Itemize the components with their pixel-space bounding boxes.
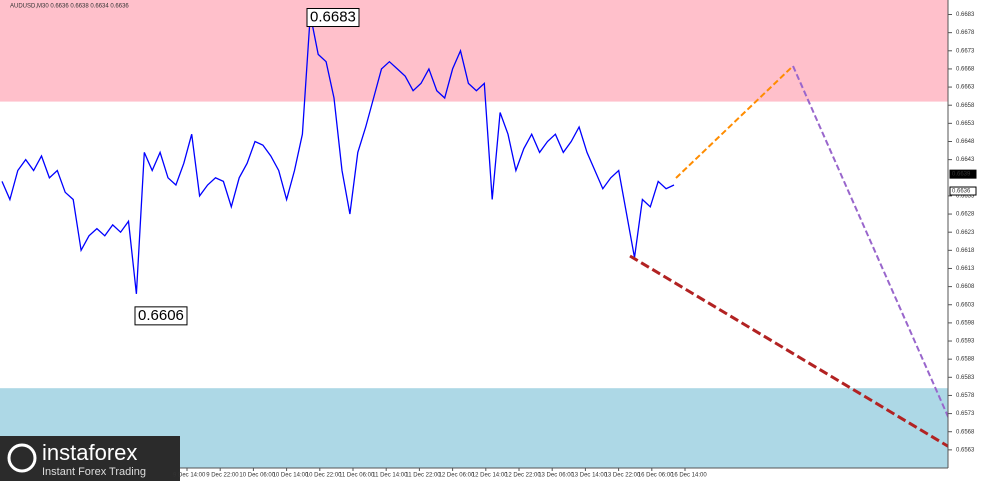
y-tick-label: 0.6598 bbox=[956, 320, 975, 326]
forecast-red bbox=[629, 254, 967, 459]
x-tick-label: 10 Dec 14:00 bbox=[273, 473, 309, 479]
x-tick-label: 11 Dec 22:00 bbox=[405, 473, 441, 479]
y-tick-label: 0.6643 bbox=[956, 157, 975, 163]
x-tick-label: 13 Dec 06:00 bbox=[538, 473, 574, 479]
y-tick-label: 0.6593 bbox=[956, 339, 975, 345]
price-label: 0.6606 bbox=[138, 307, 184, 324]
x-tick-label: 16 Dec 14:00 bbox=[671, 473, 707, 479]
x-tick-label: 16 Dec 06:00 bbox=[638, 473, 674, 479]
x-tick-label: 10 Dec 22:00 bbox=[306, 473, 342, 479]
x-tick-label: 13 Dec 22:00 bbox=[605, 473, 641, 479]
logo-brand: instaforex bbox=[42, 440, 137, 465]
y-tick-label: 0.6603 bbox=[956, 302, 975, 308]
price-tag-label: 0.6639 bbox=[952, 172, 971, 178]
logo-tagline: Instant Forex Trading bbox=[42, 466, 146, 478]
x-tick-label: 13 Dec 14:00 bbox=[571, 473, 607, 479]
price-line bbox=[1, 14, 675, 294]
y-tick-label: 0.6673 bbox=[956, 48, 975, 54]
price-label-box bbox=[134, 306, 188, 326]
x-tick-label: 12 Dec 06:00 bbox=[439, 473, 475, 479]
price-label: 0.6683 bbox=[310, 8, 356, 25]
y-tick-label: 0.6658 bbox=[956, 103, 975, 109]
y-tick-label: 0.6608 bbox=[956, 284, 975, 290]
y-tick-label: 0.6613 bbox=[956, 266, 975, 272]
y-tick-label: 0.6653 bbox=[956, 121, 975, 127]
y-tick-label: 0.6573 bbox=[956, 411, 975, 417]
y-tick-label: 0.6663 bbox=[956, 85, 975, 91]
x-tick-label: 9 Dec 22:00 bbox=[206, 473, 239, 479]
x-tick-label: 12 Dec 22:00 bbox=[505, 473, 541, 479]
x-tick-label: 12 Dec 14:00 bbox=[472, 473, 508, 479]
price-tag-label: 0.6636 bbox=[952, 189, 971, 195]
y-tick-label: 0.6628 bbox=[956, 212, 975, 218]
y-tick-label: 0.6648 bbox=[956, 139, 975, 145]
y-tick-label: 0.6588 bbox=[956, 357, 975, 363]
y-tick-label: 0.6678 bbox=[956, 30, 975, 36]
x-tick-label: 9 Dec 14:00 bbox=[173, 473, 206, 479]
y-tick-label: 0.6633 bbox=[956, 193, 975, 199]
y-tick-label: 0.6583 bbox=[956, 375, 975, 381]
plot bbox=[1, 14, 675, 294]
logo-icon bbox=[7, 443, 37, 473]
y-tick-label: 0.6668 bbox=[956, 67, 975, 73]
y-tick-label: 0.6578 bbox=[956, 393, 975, 399]
logo-box bbox=[0, 436, 180, 481]
price-label-box bbox=[306, 8, 360, 28]
zones bbox=[0, 0, 948, 468]
y-tick-label: 0.6618 bbox=[956, 248, 975, 254]
y-tick-label: 0.6568 bbox=[956, 429, 975, 435]
price-tag bbox=[949, 186, 977, 196]
y-axis-panel bbox=[948, 0, 1000, 481]
x-tick-label: 10 Dec 06:00 bbox=[239, 473, 275, 479]
y-tick-label: 0.6623 bbox=[956, 230, 975, 236]
price-tag bbox=[949, 169, 977, 179]
y-tick-label: 0.6563 bbox=[956, 447, 975, 453]
x-tick-label: 11 Dec 14:00 bbox=[372, 473, 408, 479]
forecast-purple bbox=[792, 65, 966, 456]
y-tick-label: 0.6683 bbox=[956, 12, 975, 18]
x-tick-label: 11 Dec 06:00 bbox=[339, 473, 375, 479]
zone bbox=[0, 0, 948, 102]
chart-title: AUDUSD,M30 0.6636 0.6638 0.6634 0.6636 bbox=[10, 4, 129, 10]
